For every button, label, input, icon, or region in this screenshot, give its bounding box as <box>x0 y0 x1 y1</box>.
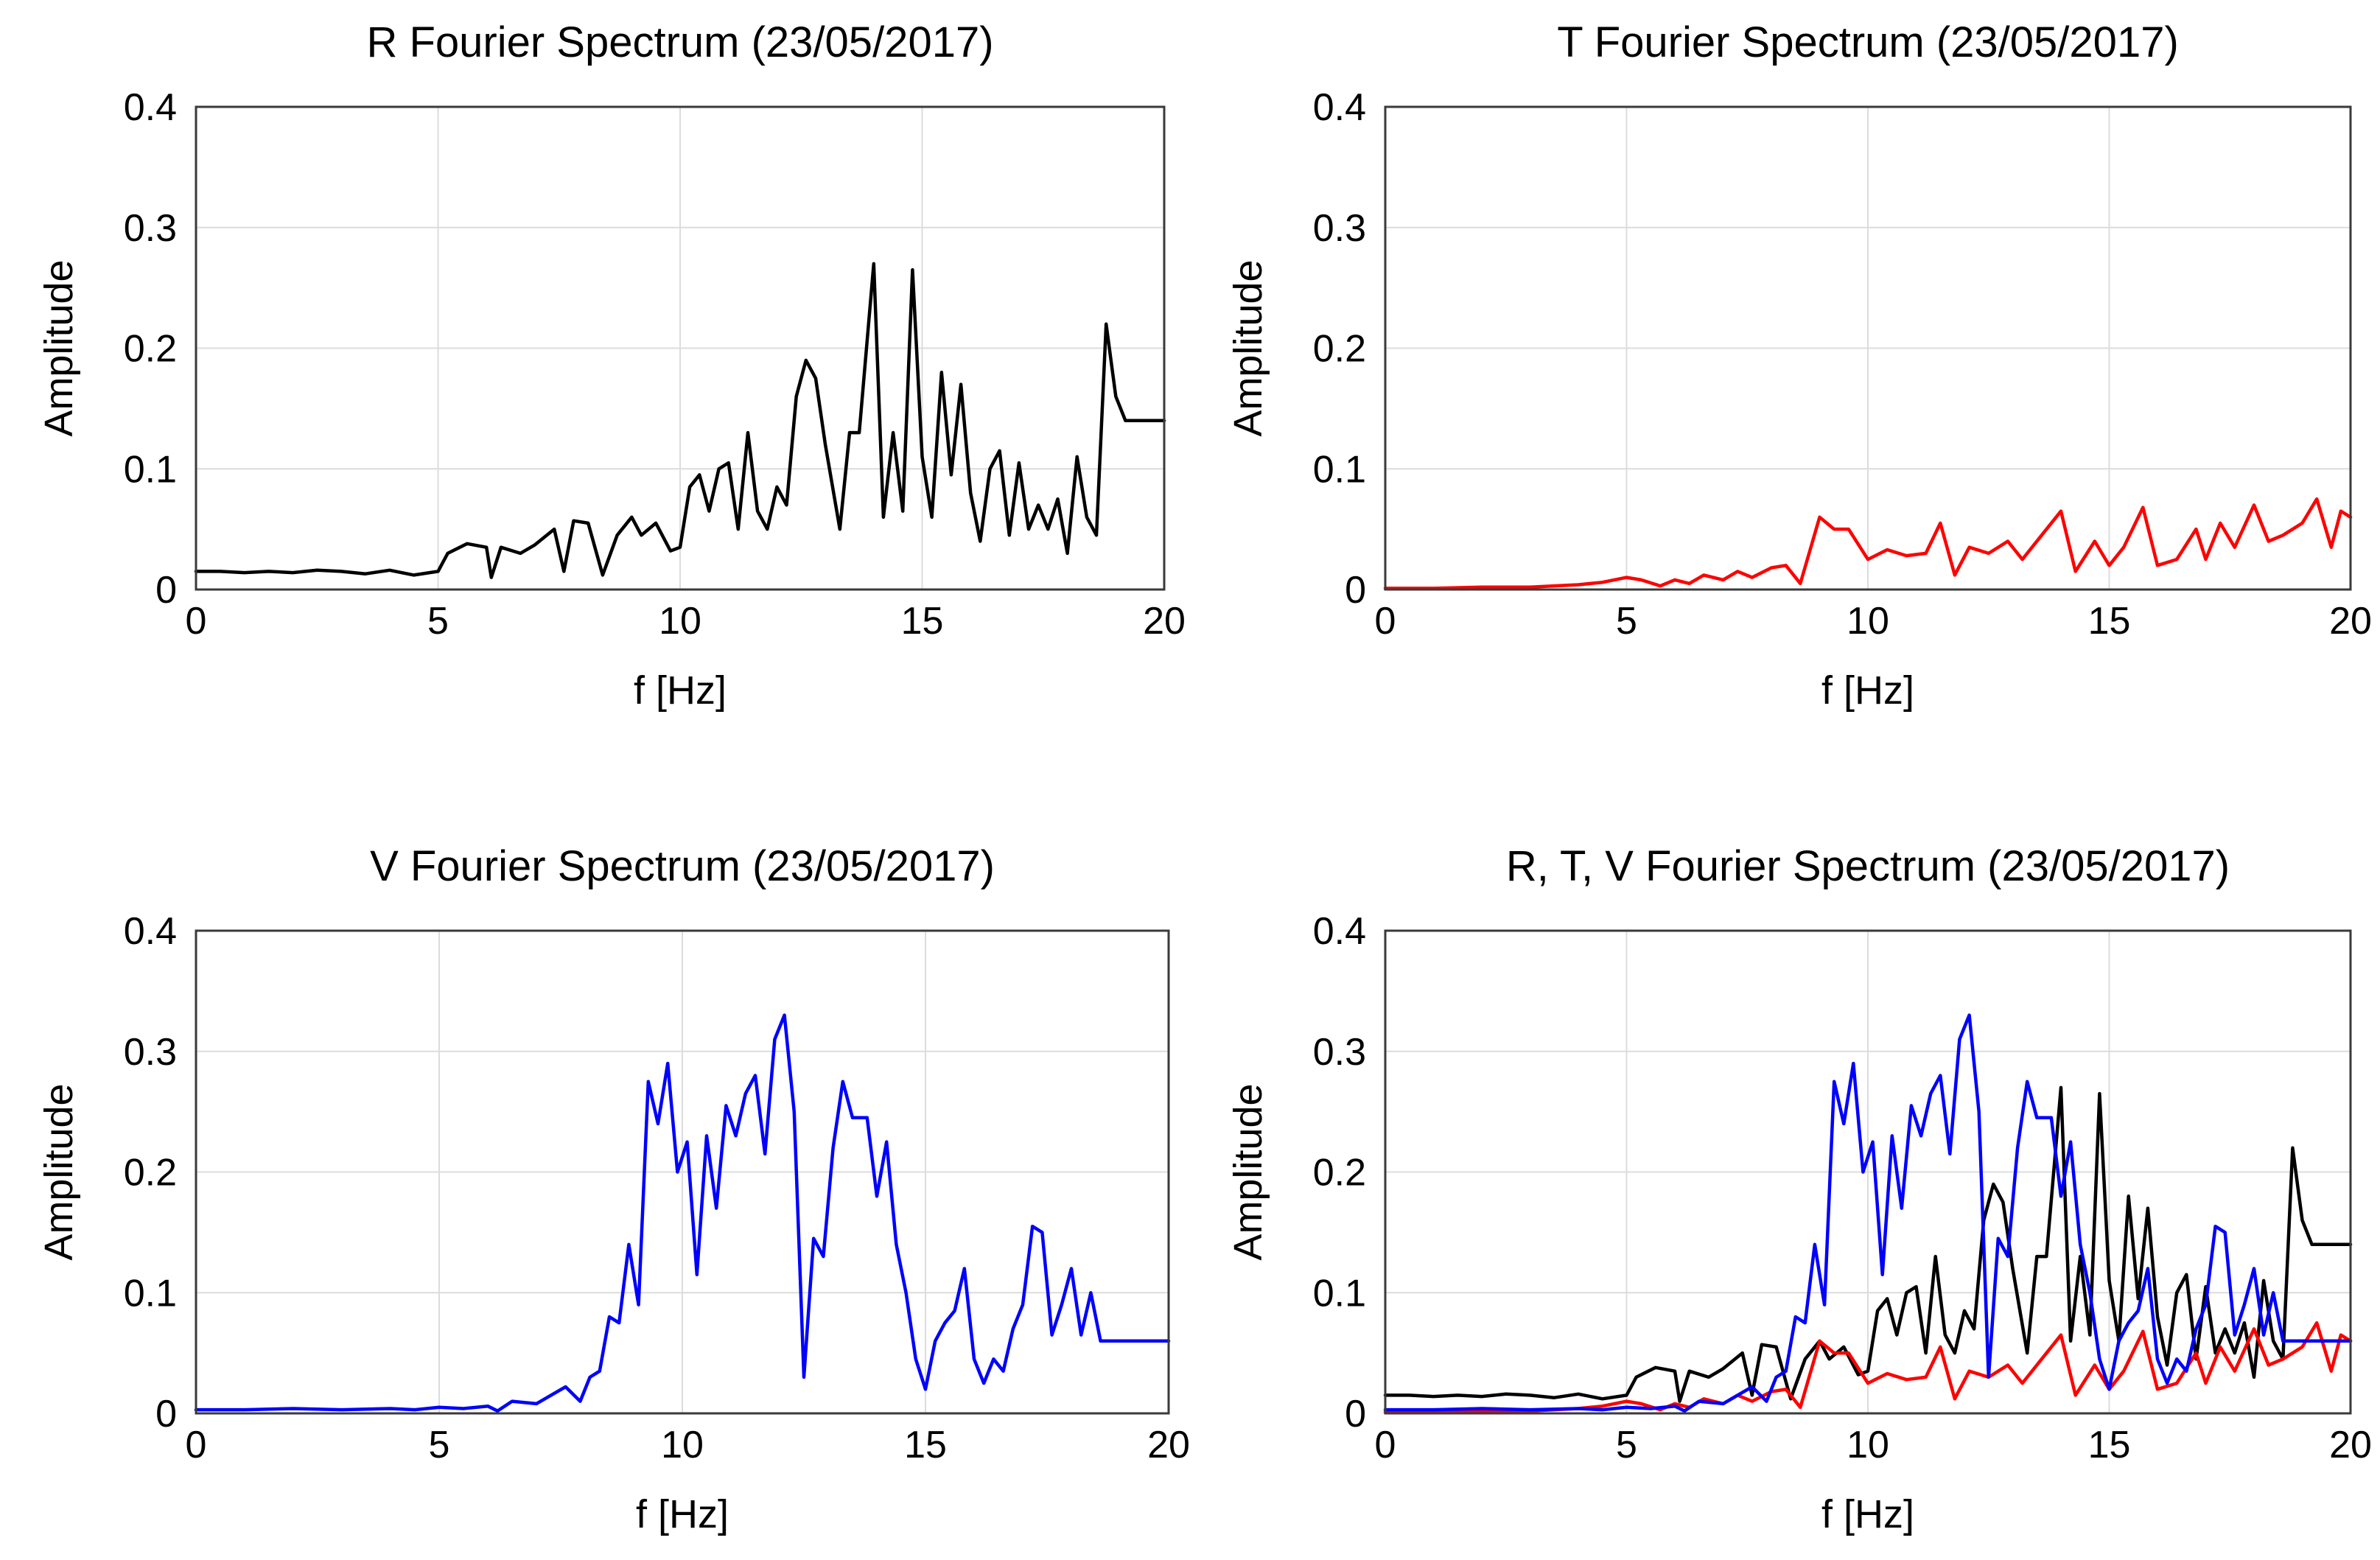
r-spectrum-yaxis-label: Amplitude <box>37 259 81 436</box>
rtv-spectrum-xtick-label: 10 <box>1847 1424 1889 1466</box>
t-spectrum-panel: 0 5 10 15 20 0 0.1 0.2 0.3 0.4 T Fourier Spectrum … <box>1226 18 2372 713</box>
t-spectrum-ytick-label: 0.2 <box>1313 328 1366 371</box>
t-spectrum-xtick-label: 15 <box>2088 600 2131 643</box>
t-spectrum-xtick-label: 10 <box>1847 600 1889 643</box>
rtv-spectrum-xtick-label: 20 <box>2329 1424 2372 1466</box>
r-spectrum-series-r-line <box>194 262 1166 579</box>
r-spectrum-panel: 0 5 10 15 20 0 0.1 0.2 0.3 0.4 R Fourier Spectrum … <box>37 18 1186 713</box>
t-spectrum-yaxis-label: Amplitude <box>1226 259 1270 436</box>
rtv-spectrum-series-v-line <box>1383 1013 2353 1413</box>
v-spectrum-ytick-label: 0.1 <box>124 1272 177 1315</box>
rtv-spectrum-ytick-label: 0.4 <box>1313 910 1366 953</box>
t-spectrum-plot-frame <box>1384 105 2352 591</box>
v-spectrum-ytick-label: 0.4 <box>124 910 177 953</box>
r-spectrum-xtick-label: 10 <box>659 600 701 643</box>
t-spectrum-xtick-label: 0 <box>1375 600 1396 643</box>
t-spectrum-xaxis-label: f [Hz] <box>1821 668 1914 713</box>
t-spectrum-ytick-label: 0 <box>1345 569 1366 612</box>
v-spectrum-xtick-label: 10 <box>661 1424 704 1466</box>
v-spectrum-ytick-label: 0.2 <box>124 1152 177 1195</box>
r-spectrum-xtick-label: 20 <box>1143 600 1186 643</box>
v-spectrum-plot-frame <box>195 929 1170 1415</box>
r-spectrum-plot-frame <box>195 105 1166 591</box>
r-spectrum-title: R Fourier Spectrum (23/05/2017) <box>366 18 993 66</box>
rtv-spectrum-xtick-label: 5 <box>1616 1424 1637 1466</box>
rtv-spectrum-ytick-label: 0 <box>1345 1393 1366 1435</box>
rtv-spectrum-plot-frame <box>1384 929 2352 1415</box>
rtv-spectrum-ytick-label: 0.3 <box>1313 1031 1366 1074</box>
v-spectrum-xtick-label: 0 <box>186 1424 207 1466</box>
rtv-spectrum-xtick-label: 15 <box>2088 1424 2131 1466</box>
t-spectrum-ytick-label: 0.3 <box>1313 207 1366 250</box>
t-spectrum-series-t-line <box>1383 497 2353 590</box>
v-spectrum-xtick-label: 15 <box>904 1424 947 1466</box>
v-spectrum-panel: 0 5 10 15 20 0 0.1 0.2 0.3 0.4 V Fourier Spectrum … <box>37 842 1190 1536</box>
rtv-spectrum-ytick-label: 0.1 <box>1313 1272 1366 1315</box>
t-spectrum-title: T Fourier Spectrum (23/05/2017) <box>1557 18 2179 66</box>
t-spectrum-ytick-label: 0.1 <box>1313 448 1366 491</box>
t-spectrum-xtick-label: 5 <box>1616 600 1637 643</box>
v-spectrum-title: V Fourier Spectrum (23/05/2017) <box>370 842 995 890</box>
rtv-spectrum-xaxis-label: f [Hz] <box>1821 1492 1914 1536</box>
t-spectrum-ytick-label: 0.4 <box>1313 86 1366 129</box>
rtv-spectrum-panel: 0 5 10 15 20 0 0.1 0.2 0.3 0.4 R, T, V Fourier Spe… <box>1226 842 2372 1536</box>
r-spectrum-ytick-label: 0.2 <box>124 328 177 371</box>
v-spectrum-yaxis-label: Amplitude <box>37 1083 81 1260</box>
v-spectrum-xtick-label: 20 <box>1147 1424 1190 1466</box>
rtv-spectrum-yaxis-label: Amplitude <box>1226 1083 1270 1260</box>
r-spectrum-ytick-label: 0.1 <box>124 448 177 491</box>
r-spectrum-ytick-label: 0 <box>155 569 177 612</box>
v-spectrum-series-v-line <box>194 1013 1171 1413</box>
rtv-spectrum-xtick-label: 0 <box>1375 1424 1396 1466</box>
r-spectrum-ytick-label: 0.3 <box>124 207 177 250</box>
r-spectrum-xtick-label: 0 <box>186 600 207 643</box>
r-spectrum-ytick-label: 0.4 <box>124 86 177 129</box>
v-spectrum-xaxis-label: f [Hz] <box>636 1492 729 1536</box>
rtv-spectrum-series-r-line <box>1383 1085 2353 1403</box>
v-spectrum-xtick-label: 5 <box>429 1424 450 1466</box>
r-spectrum-xtick-label: 15 <box>901 600 944 643</box>
rtv-spectrum-title: R, T, V Fourier Spectrum (23/05/2017) <box>1506 842 2230 890</box>
v-spectrum-ytick-label: 0.3 <box>124 1031 177 1074</box>
rtv-spectrum-ytick-label: 0.2 <box>1313 1152 1366 1195</box>
t-spectrum-xtick-label: 20 <box>2329 600 2372 643</box>
v-spectrum-ytick-label: 0 <box>155 1393 177 1435</box>
r-spectrum-xtick-label: 5 <box>427 600 449 643</box>
r-spectrum-xaxis-label: f [Hz] <box>634 668 727 713</box>
